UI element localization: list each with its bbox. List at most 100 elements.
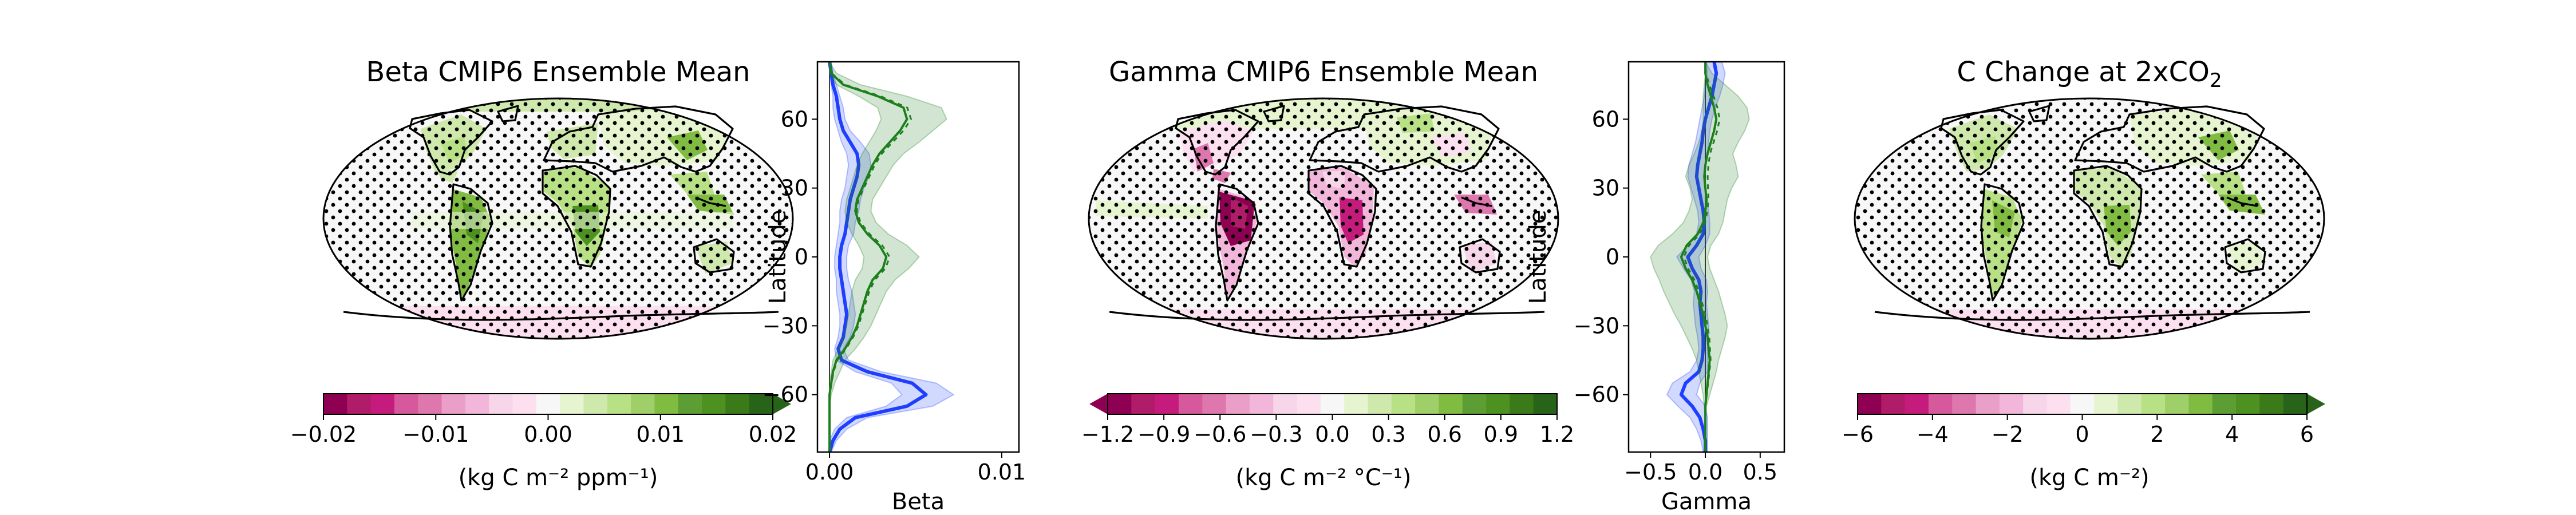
colorbar-bin (1999, 394, 2024, 414)
colorbar-bin (654, 394, 679, 414)
y-tick-label: 30 (781, 176, 808, 201)
colorbar-tick-label: 0.3 (1371, 422, 1405, 447)
y-tick-label: 60 (1592, 106, 1619, 132)
beta-map-title: Beta CMIP6 Ensemble Mean (366, 56, 750, 88)
colorbar-tick-label: −0.02 (290, 422, 357, 447)
colorbar-bin (607, 394, 631, 414)
beta-profile-panel: −60 −30 0 30 60 0.00 0.01 Beta Latitude (762, 61, 1026, 515)
colorbar-bin (1881, 394, 1906, 414)
colorbar-bin (1108, 394, 1132, 414)
y-tick-label: 0 (1606, 244, 1619, 270)
gamma-profile-panel: −60 −30 0 30 60 −0.5 0.0 0.5 Gamma Latitude (1525, 61, 1785, 515)
colorbar-bin (1202, 394, 1227, 414)
colorbar-tick-label: 0.01 (636, 422, 685, 447)
beta-colorbar-bins (323, 393, 791, 415)
beta-profile-ylabel: Latitude (765, 210, 791, 304)
gamma-map-panel: Gamma CMIP6 Ensemble Mean (1081, 56, 1574, 491)
colorbar-tick-label: 0.00 (524, 422, 572, 447)
beta-map-frame (322, 97, 794, 340)
dashed-line (1682, 62, 1721, 452)
beta-map-panel: Beta CMIP6 Ensemble Mean (290, 56, 797, 491)
cchange-colorbar-label: (kg C m⁻²) (2029, 465, 2149, 491)
gamma-map (1089, 98, 1558, 339)
colorbar-bin (2117, 394, 2142, 414)
cchange-coastlines (1874, 105, 2310, 321)
colorbar-bin (1344, 394, 1369, 414)
gamma-profile-xlabel: Gamma (1661, 489, 1752, 515)
colorbar-bin (347, 394, 372, 414)
colorbar-bin (394, 394, 418, 414)
beta-profile-frame (816, 61, 1020, 453)
colorbar-bin (441, 394, 466, 414)
colorbar-tick-label: −2 (1992, 422, 2024, 447)
beta-colorbar: −0.02 −0.01 0.00 0.01 0.02 (kg C m⁻² ppm⁻¹) (290, 393, 797, 491)
cchange-map-frame (1854, 97, 2325, 340)
colorbar-bin (1928, 394, 1953, 414)
gamma-profile-ylabel: Latitude (1525, 210, 1551, 304)
x-tick-label: 0.0 (1688, 459, 1722, 485)
colorbar-bin (1486, 394, 1510, 414)
colorbar-tick-label: 0.6 (1428, 422, 1462, 447)
colorbar-bin (1320, 394, 1345, 414)
spread-band (1650, 62, 1750, 452)
gamma-profile-plot: −60 −30 0 30 60 −0.5 0.0 0.5 (1574, 62, 1777, 485)
colorbar-extend-arrow (2307, 394, 2325, 414)
colorbar-bin (1155, 394, 1179, 414)
y-tick-label: 30 (1592, 176, 1619, 201)
colorbar-tick-label: −4 (1917, 422, 1949, 447)
colorbar-bin (1439, 394, 1463, 414)
x-tick-label: 0.01 (978, 459, 1026, 485)
colorbar-tick-label: 6 (2300, 422, 2314, 447)
cchange-colorbar: −6 −4 −2 0 2 4 6 (kg C m⁻²) (1842, 393, 2325, 491)
gamma-map-frame (1088, 97, 1559, 340)
x-tick-label: 0.5 (1743, 459, 1777, 485)
beta-colorbar-ticks: −0.02 −0.01 0.00 0.01 0.02 (290, 414, 797, 447)
colorbar-bin (678, 394, 702, 414)
colorbar-bin (2141, 394, 2166, 414)
spread-band (829, 62, 947, 452)
colorbar-bin (465, 394, 489, 414)
colorbar-bin (560, 394, 584, 414)
beta-colorbar-label: (kg C m⁻² ppm⁻¹) (459, 465, 658, 491)
y-tick-label: −60 (762, 382, 808, 407)
colorbar-bin (2070, 394, 2095, 414)
cchange-colorbar-bins (1857, 393, 2325, 415)
colorbar-bin (631, 394, 655, 414)
colorbar-tick-label: −0.01 (402, 422, 469, 447)
colorbar-bin (1249, 394, 1274, 414)
gamma-map-title: Gamma CMIP6 Ensemble Mean (1109, 56, 1538, 88)
colorbar-tick-label: 1.2 (1540, 422, 1574, 447)
colorbar-extend-arrow (1089, 394, 1108, 414)
colorbar-bin (2236, 394, 2260, 414)
colorbar-bin (1905, 394, 1929, 414)
gamma-colorbar-label: (kg C m⁻² °C⁻¹) (1235, 465, 1411, 491)
colorbar-bin (1226, 394, 1250, 414)
colorbar-bin (2283, 394, 2308, 414)
y-tick-label: 0 (795, 244, 808, 270)
gamma-profile-frame (1627, 61, 1785, 453)
cchange-map-title: C Change at 2xCO2 (1957, 56, 2222, 92)
colorbar-bin (1533, 394, 1558, 414)
colorbar-bin (489, 394, 513, 414)
colorbar-tick-label: −0.9 (1137, 422, 1190, 447)
colorbar-bin (2046, 394, 2071, 414)
cchange-title-main: C Change at 2xCO (1957, 56, 2210, 88)
colorbar-tick-label: −0.3 (1250, 422, 1302, 447)
colorbar-bin (1462, 394, 1487, 414)
colorbar-bin (512, 394, 537, 414)
beta-profile-xlabel: Beta (892, 489, 945, 515)
profile-data-area (1650, 62, 1750, 452)
colorbar-bin (702, 394, 726, 414)
colorbar-tick-label: 0 (2075, 422, 2089, 447)
beta-coastlines (343, 105, 779, 321)
colorbar-bin (1297, 394, 1321, 414)
colorbar-tick-label: 4 (2225, 422, 2239, 447)
colorbar-bin (2023, 394, 2048, 414)
colorbar-bin (2094, 394, 2119, 414)
x-tick-label: 0.00 (805, 459, 854, 485)
cchange-title-subscript: 2 (2210, 69, 2222, 92)
colorbar-bin (1858, 394, 1882, 414)
colorbar-bin (323, 394, 347, 414)
colorbar-bin (1976, 394, 2000, 414)
colorbar-tick-label: 0.02 (749, 422, 797, 447)
